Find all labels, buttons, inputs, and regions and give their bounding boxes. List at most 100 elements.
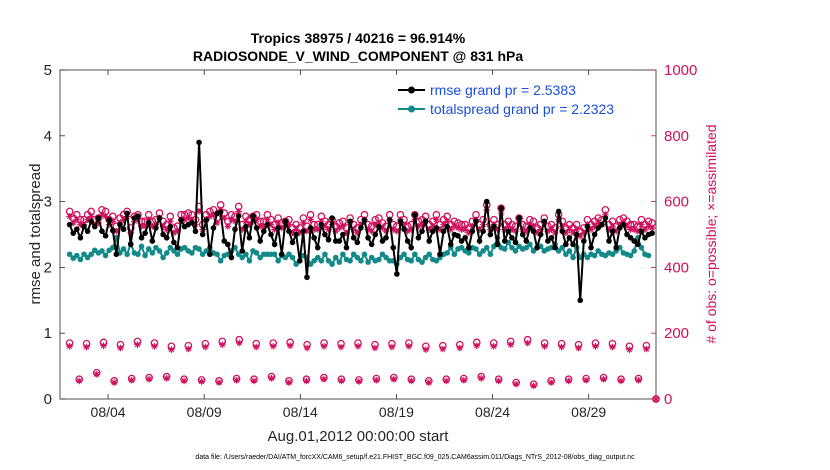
obs-assimilated-marker xyxy=(325,226,332,233)
obs-assimilated-marker xyxy=(638,221,645,228)
obs-assimilated-marker xyxy=(235,339,243,347)
rmse-point xyxy=(458,238,465,244)
obs-assimilated-marker xyxy=(440,221,447,228)
rmse-point xyxy=(350,234,357,241)
y-tick-label-right: 400 xyxy=(664,259,689,276)
obs-assimilated-marker xyxy=(530,222,537,230)
y-tick-label-left: 2 xyxy=(44,259,52,276)
obs-assimilated-marker xyxy=(558,343,565,351)
rmse-point xyxy=(649,230,655,236)
obs-assimilated-marker xyxy=(336,224,343,232)
x-ticks: 08/04 08/09 08/14 08/19 08/24 08/29 xyxy=(91,70,606,420)
rmse-point xyxy=(476,238,483,244)
y-axis-label-left: rmse and totalspread xyxy=(27,164,44,305)
obs-assimilated-marker xyxy=(166,218,174,225)
rmse-point xyxy=(325,236,332,243)
rmse-point xyxy=(250,213,256,219)
totalspread-point xyxy=(149,250,156,256)
rmse-point xyxy=(386,217,393,223)
obs-assimilated-marker xyxy=(641,226,649,233)
totalspread-point xyxy=(426,251,433,258)
obs-assimilated-marker xyxy=(429,222,437,230)
rmse-point xyxy=(109,227,116,234)
obs-assimilated-marker xyxy=(436,226,444,233)
y-tick-label-left: 5 xyxy=(44,62,52,79)
obs-assimilated-marker xyxy=(501,226,509,233)
rmse-point xyxy=(74,226,80,233)
rmse-point xyxy=(239,248,246,254)
rmse-point xyxy=(329,215,335,221)
obs-assimilated-marker xyxy=(264,216,271,223)
rmse-point xyxy=(66,221,73,228)
obs-assimilated-marker xyxy=(73,216,81,223)
obs-assimilated-marker xyxy=(512,380,520,388)
rmse-point xyxy=(318,221,325,228)
obs-assimilated-marker xyxy=(569,229,577,237)
obs-assimilated-marker xyxy=(66,213,73,220)
obs-assimilated-marker xyxy=(180,377,188,385)
obs-assimilated-marker xyxy=(210,211,217,219)
legend-label-spread: totalspread grand pr = 2.2323 xyxy=(430,101,614,117)
obs-assimilated-marker xyxy=(215,379,223,386)
rmse-point xyxy=(422,218,429,225)
obs-assimilated-marker xyxy=(490,343,498,350)
totalspread-point xyxy=(645,252,652,259)
obs-assimilated-marker xyxy=(75,377,83,385)
totalspread-point xyxy=(530,248,537,254)
rmse-point xyxy=(505,228,512,235)
totalspread-point xyxy=(120,246,127,252)
rmse-point xyxy=(203,217,210,223)
obs-assimilated-marker xyxy=(250,377,258,385)
rmse-point xyxy=(570,241,576,248)
obs-assimilated-marker xyxy=(109,218,117,225)
obs-assimilated-marker xyxy=(425,379,433,386)
obs-assimilated-marker xyxy=(643,345,650,353)
rmse-point xyxy=(491,223,497,230)
totalspread-point xyxy=(347,258,353,264)
obs-assimilated-marker xyxy=(233,376,240,384)
obs-assimilated-marker xyxy=(242,218,250,225)
totalspread-point xyxy=(412,251,418,258)
rmse-point xyxy=(282,218,289,225)
obs-assimilated-marker xyxy=(350,226,357,233)
obs-assimilated-marker xyxy=(206,213,214,220)
totalspread-point xyxy=(365,259,371,265)
totalspread-point xyxy=(473,246,479,252)
rmse-point xyxy=(106,217,112,223)
rmse-point xyxy=(149,238,156,244)
rmse-point xyxy=(307,225,314,231)
x-tick-label: 08/29 xyxy=(571,404,606,420)
obs-assimilated-marker xyxy=(117,344,124,352)
obs-assimilated-marker xyxy=(612,227,620,235)
rmse-point xyxy=(88,218,94,225)
rmse-point xyxy=(311,234,317,241)
rmse-point xyxy=(469,228,476,235)
obs-assimilated-marker xyxy=(246,221,253,228)
totalspread-point xyxy=(465,250,472,256)
totalspread-point xyxy=(325,258,332,264)
totalspread-point xyxy=(286,251,292,258)
rmse-point xyxy=(419,228,425,235)
obs-assimilated-marker xyxy=(648,224,656,232)
rmse-point xyxy=(304,274,310,281)
obs-assimilated-marker xyxy=(320,343,328,350)
obs-assimilated-marker xyxy=(495,377,502,385)
obs-assimilated-marker xyxy=(289,229,296,237)
totalspread-point xyxy=(444,250,450,256)
rmse-point xyxy=(275,225,281,231)
rmse-point xyxy=(404,238,411,244)
obs-assimilated-marker xyxy=(616,221,624,228)
obs-assimilated-marker xyxy=(576,232,584,240)
obs-assimilated-marker xyxy=(609,343,616,351)
obs-assimilated-marker xyxy=(645,222,652,230)
obs-assimilated-marker xyxy=(505,222,512,230)
obs-assimilated-marker xyxy=(541,343,548,350)
obs-assimilated-marker xyxy=(602,211,609,219)
rmse-point xyxy=(163,234,170,241)
obs-assimilated-marker xyxy=(303,377,310,385)
obs-assimilated-marker xyxy=(195,208,203,215)
totalspread-point xyxy=(214,251,220,258)
totalspread-point xyxy=(591,252,598,259)
rmse-point xyxy=(127,241,134,248)
